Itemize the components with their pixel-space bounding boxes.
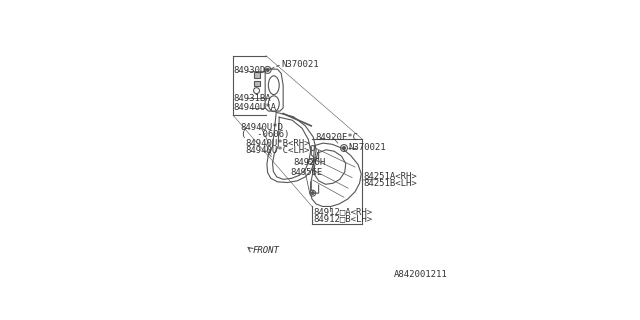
- Text: 84251B<LH>: 84251B<LH>: [364, 179, 417, 188]
- FancyBboxPatch shape: [253, 72, 260, 78]
- Text: (  -0606): ( -0606): [241, 130, 290, 139]
- Text: 84931BA: 84931BA: [233, 93, 271, 102]
- Text: 84912□A<RH>: 84912□A<RH>: [313, 208, 372, 217]
- Text: N370021: N370021: [348, 143, 386, 152]
- Text: 84940U*C<LH>: 84940U*C<LH>: [246, 146, 310, 155]
- Circle shape: [312, 192, 314, 194]
- Text: 84940U*A: 84940U*A: [233, 103, 276, 112]
- Text: 84940U*B<RH>: 84940U*B<RH>: [246, 139, 310, 148]
- Text: 84920H: 84920H: [293, 157, 325, 167]
- Text: 84920F*C: 84920F*C: [316, 133, 358, 142]
- Text: 84956E: 84956E: [291, 168, 323, 177]
- FancyBboxPatch shape: [253, 81, 260, 86]
- Text: 84912□B<LH>: 84912□B<LH>: [313, 214, 372, 223]
- Text: 84930D: 84930D: [233, 67, 266, 76]
- Circle shape: [266, 68, 269, 71]
- Text: A842001211: A842001211: [394, 270, 447, 279]
- Text: 84251A<RH>: 84251A<RH>: [364, 172, 417, 181]
- Text: FRONT: FRONT: [253, 246, 280, 255]
- Circle shape: [342, 147, 346, 149]
- Text: N370021: N370021: [281, 60, 319, 69]
- Text: 84940U*D: 84940U*D: [241, 123, 284, 132]
